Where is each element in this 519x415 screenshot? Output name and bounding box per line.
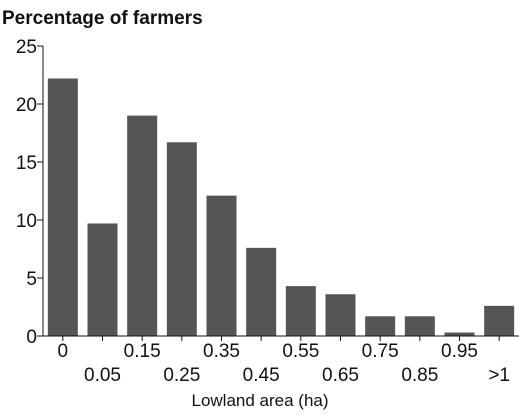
x-tick-label: 0.85 — [401, 365, 438, 386]
y-tick-label: 0 — [26, 327, 37, 348]
bar — [246, 247, 277, 336]
x-axis-ticks: 0 0.050.150.250.350.450.550.650.750.850.9… — [58, 336, 510, 386]
y-tick-label: 10 — [16, 211, 37, 232]
bar — [444, 332, 475, 336]
y-tick-label: 5 — [26, 269, 37, 290]
x-axis-label: Lowland area (ha) — [191, 391, 328, 410]
bars — [47, 78, 515, 336]
bar — [285, 286, 316, 336]
x-tick-label: 0.35 — [203, 341, 240, 362]
bar — [47, 78, 78, 336]
y-tick-label: 15 — [16, 153, 37, 174]
x-tick-label: 0.75 — [362, 341, 399, 362]
x-tick-label: 0.65 — [322, 365, 359, 386]
x-tick-label: 0.95 — [441, 341, 478, 362]
bar — [206, 195, 237, 336]
bar — [484, 305, 515, 336]
x-tick-label: >1 — [488, 365, 510, 386]
x-tick-label: 0 — [58, 341, 69, 362]
x-tick-label: 0.15 — [124, 341, 161, 362]
x-tick-label: 0.55 — [282, 341, 319, 362]
bar — [166, 142, 197, 336]
bar — [325, 294, 356, 336]
x-tick-label: 0.45 — [243, 365, 280, 386]
bar — [404, 316, 435, 336]
y-tick-label: 25 — [16, 37, 37, 58]
bar — [87, 223, 118, 336]
y-tick-label: 20 — [16, 95, 37, 116]
bar — [365, 316, 396, 336]
x-tick-label: 0.25 — [163, 365, 200, 386]
chart-title: Percentage of farmers — [2, 8, 203, 29]
y-axis-ticks: 0 5 10 15 20 25 — [16, 37, 43, 348]
bar — [127, 115, 158, 336]
x-tick-label: 0.05 — [84, 365, 121, 386]
